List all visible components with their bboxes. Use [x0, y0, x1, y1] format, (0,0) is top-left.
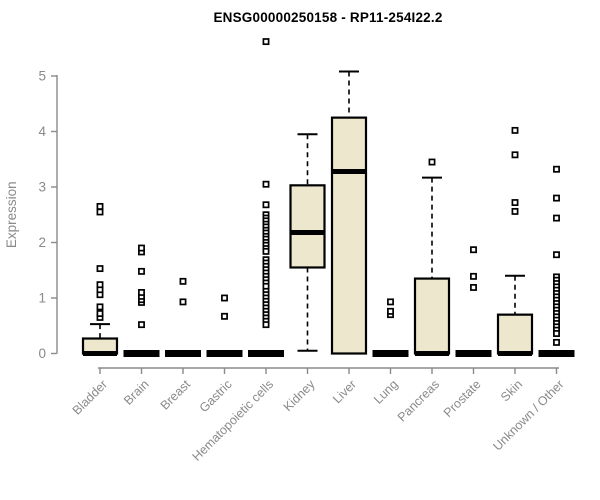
x-tick-label-kidney: Kidney [281, 377, 318, 414]
x-tick-label-unknown-other: Unknown / Other [490, 377, 566, 453]
outlier-hematopoietic-cells [262, 201, 270, 209]
outlier-bladder [96, 310, 104, 317]
x-tick-label-breast: Breast [158, 377, 194, 413]
collapsed-box-brain [123, 350, 160, 357]
x-tick-label-hematopoietic-cells: Hematopoietic cells [190, 377, 277, 464]
outlier-unknown-other [553, 338, 560, 346]
chart-title: ENSG00000250158 - RP11-254I22.2 [213, 10, 443, 25]
outlier-bladder [96, 265, 104, 273]
outlier-prostate [470, 246, 477, 254]
outlier-pancreas [428, 158, 436, 166]
outlier-bladder [96, 303, 104, 311]
outlier-lung [387, 307, 394, 315]
y-tick-label: 0 [38, 346, 46, 361]
outlier-unknown-other [553, 214, 560, 222]
outlier-bladder [96, 281, 104, 289]
collapsed-box-prostate [455, 350, 492, 357]
outlier-unknown-other [553, 330, 560, 337]
outlier-brain [138, 244, 145, 252]
y-tick-label: 5 [38, 69, 46, 84]
x-tick-label-brain: Brain [121, 377, 152, 408]
x-tick-label-bladder: Bladder [70, 377, 110, 417]
box-liver [330, 116, 368, 355]
outlier-prostate [470, 284, 477, 291]
collapsed-box-lung [372, 350, 409, 357]
outlier-brain [138, 321, 145, 329]
x-tick-label-skin: Skin [498, 377, 525, 404]
outlier-gastric [221, 294, 228, 302]
outlier-lung [387, 298, 394, 306]
box-pancreas [413, 277, 451, 355]
y-tick-label: 2 [38, 235, 46, 250]
collapsed-box-gastric [206, 350, 243, 357]
outlier-brain [138, 289, 145, 296]
x-tick-label-lung: Lung [371, 377, 401, 407]
y-tick-label: 4 [38, 124, 46, 139]
outlier-hematopoietic-cells [262, 247, 270, 255]
outlier-breast [179, 277, 187, 285]
outlier-bladder [96, 208, 104, 216]
x-tick-label-prostate: Prostate [441, 377, 484, 420]
x-tick-label-pancreas: Pancreas [395, 377, 442, 424]
outlier-hematopoietic-cells [262, 38, 270, 46]
outlier-hematopoietic-cells [262, 180, 270, 188]
collapsed-box-breast [165, 350, 201, 357]
y-axis-title: Expression [4, 181, 19, 248]
outlier-breast [179, 298, 187, 306]
outlier-gastric [221, 312, 228, 320]
outlier-prostate [470, 272, 477, 280]
collapsed-box-hematopoietic-cells [248, 350, 284, 357]
outlier-unknown-other [553, 194, 560, 202]
outlier-bladder [96, 202, 104, 210]
y-tick-label: 3 [38, 180, 46, 195]
outlier-unknown-other [553, 165, 560, 173]
outlier-skin [511, 199, 519, 206]
box-kidney [289, 184, 326, 269]
outlier-skin [511, 126, 519, 134]
collapsed-box-unknown-other [538, 350, 575, 357]
outlier-skin [511, 151, 519, 159]
box-skin [496, 313, 534, 355]
outlier-hematopoietic-cells [262, 321, 270, 329]
x-tick-label-liver: Liver [330, 377, 359, 406]
x-tick-label-gastric: Gastric [197, 377, 235, 415]
outlier-skin [511, 207, 519, 215]
outlier-brain [138, 267, 145, 275]
y-tick-label: 1 [38, 291, 46, 306]
outlier-unknown-other [553, 251, 560, 259]
